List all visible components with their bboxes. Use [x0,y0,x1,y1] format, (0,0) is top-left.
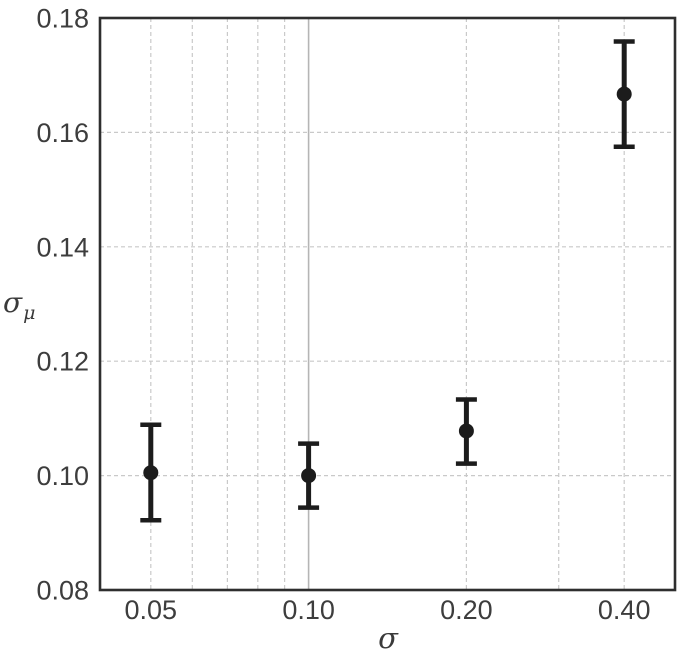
y-axis-label: σμ [3,286,35,323]
x-tick-label: 0.10 [282,595,335,625]
y-tick-label: 0.12 [36,347,89,377]
x-tick-label: 0.20 [440,595,493,625]
y-axis-label-subscript: μ [23,302,36,324]
data-point [301,468,317,484]
y-tick-label: 0.14 [36,232,89,262]
data-point [458,423,474,439]
x-tick-label: 0.05 [125,595,178,625]
data-point [143,465,159,481]
plot-frame [98,16,677,592]
y-tick-label: 0.10 [36,461,89,491]
y-tick-label: 0.08 [36,576,89,606]
data-point [616,86,632,102]
y-axis-label-base: σ [3,286,23,319]
y-tick-label: 0.16 [36,118,89,148]
x-axis-label: σ [378,621,398,651]
x-tick-label: 0.40 [598,595,651,625]
y-tick-label: 0.18 [36,4,89,34]
